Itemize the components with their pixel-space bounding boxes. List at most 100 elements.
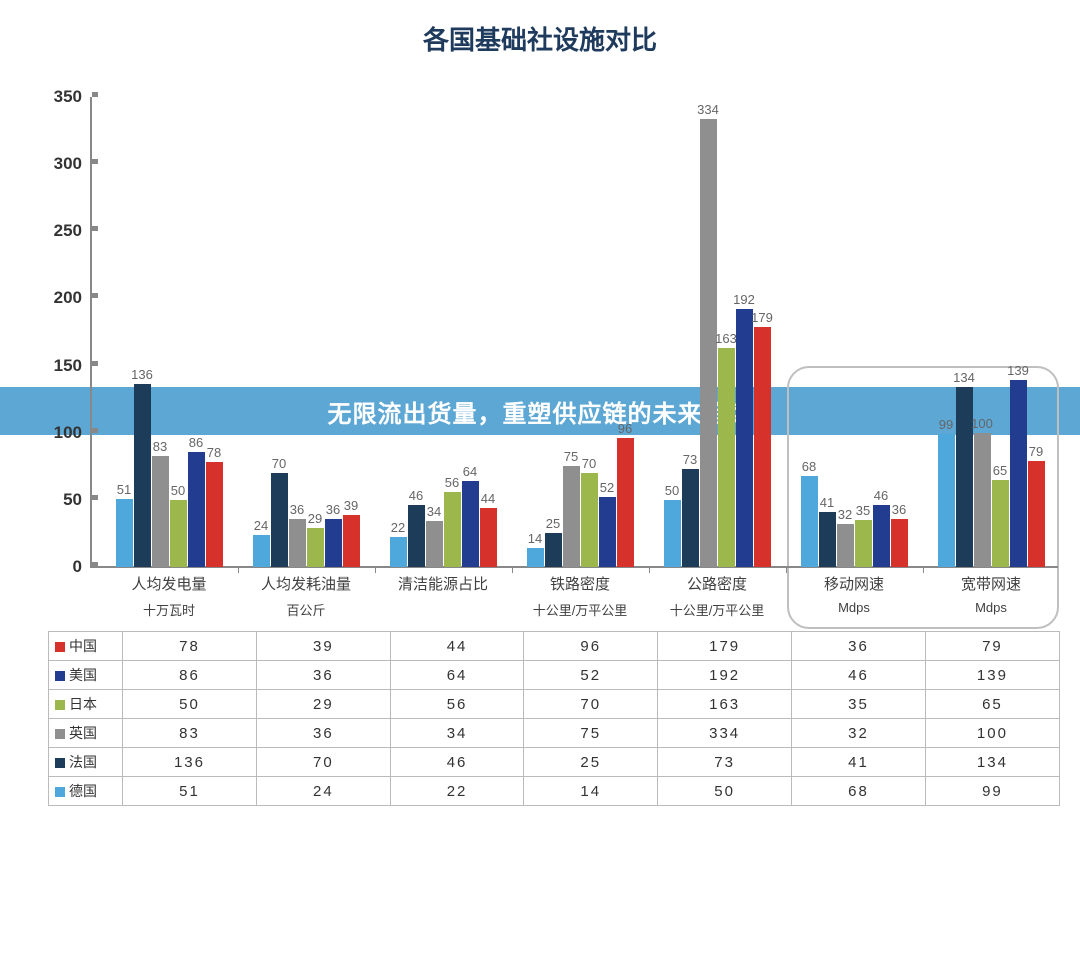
table-cell: 52 xyxy=(524,661,658,690)
bar xyxy=(170,500,187,567)
table-cell: 34 xyxy=(390,719,524,748)
table-cell: 56 xyxy=(390,690,524,719)
table-row: 德国51242214506899 xyxy=(49,777,1060,806)
table-cell: 70 xyxy=(524,690,658,719)
table-cell: 44 xyxy=(390,632,524,661)
table-cell: 64 xyxy=(390,661,524,690)
bar xyxy=(938,434,955,567)
table-cell: 51 xyxy=(122,777,256,806)
bar-value-label: 83 xyxy=(146,439,174,454)
x-category-label: 宽带网速Mdps xyxy=(922,573,1060,615)
bar xyxy=(188,452,205,567)
table-cell: 68 xyxy=(792,777,926,806)
legend-label: 美国 xyxy=(49,661,123,690)
bar xyxy=(956,387,973,567)
legend-label: 日本 xyxy=(49,690,123,719)
legend-swatch xyxy=(55,642,65,652)
table-cell: 78 xyxy=(122,632,256,661)
bar xyxy=(801,476,818,567)
y-tick-label: 150 xyxy=(54,356,82,376)
chart-area: 无限流出货量，重塑供应链的未来趋势 050100150200250300350 … xyxy=(20,97,1060,567)
table-cell: 29 xyxy=(257,690,391,719)
bar-value-label: 70 xyxy=(265,456,293,471)
y-tick-label: 300 xyxy=(54,154,82,174)
bar xyxy=(599,497,616,567)
chart-container: 各国基础社设施对比 无限流出货量，重塑供应链的未来趋势 050100150200… xyxy=(0,0,1080,816)
x-category-label: 人均发耗油量百公斤 xyxy=(237,573,375,619)
bar-value-label: 139 xyxy=(1004,363,1032,378)
table-row: 法国1367046257341134 xyxy=(49,748,1060,777)
table-cell: 36 xyxy=(257,719,391,748)
y-tick-label: 100 xyxy=(54,423,82,443)
y-tick-label: 200 xyxy=(54,288,82,308)
bar-value-label: 100 xyxy=(968,416,996,431)
legend-swatch xyxy=(55,700,65,710)
table-row: 美国8636645219246139 xyxy=(49,661,1060,690)
table-cell: 24 xyxy=(257,777,391,806)
legend-label: 英国 xyxy=(49,719,123,748)
bar xyxy=(206,462,223,567)
table-row: 英国8336347533432100 xyxy=(49,719,1060,748)
bar xyxy=(563,466,580,567)
y-tick-label: 350 xyxy=(54,87,82,107)
table-cell: 25 xyxy=(524,748,658,777)
legend-label: 德国 xyxy=(49,777,123,806)
table-cell: 136 xyxy=(122,748,256,777)
table-cell: 41 xyxy=(792,748,926,777)
table-cell: 179 xyxy=(658,632,792,661)
bar-value-label: 68 xyxy=(795,459,823,474)
table-cell: 36 xyxy=(257,661,391,690)
table-cell: 334 xyxy=(658,719,792,748)
table-cell: 139 xyxy=(925,661,1059,690)
bar xyxy=(480,508,497,567)
bar-value-label: 39 xyxy=(337,498,365,513)
bar-value-label: 334 xyxy=(694,102,722,117)
bar-value-label: 70 xyxy=(575,456,603,471)
legend-label: 法国 xyxy=(49,748,123,777)
table-cell: 14 xyxy=(524,777,658,806)
chart-title: 各国基础社设施对比 xyxy=(20,20,1060,57)
bar xyxy=(736,309,753,567)
table-cell: 36 xyxy=(792,632,926,661)
table-cell: 192 xyxy=(658,661,792,690)
y-tick-label: 0 xyxy=(73,557,82,577)
bar xyxy=(152,456,169,567)
bar xyxy=(617,438,634,567)
x-category-label: 人均发电量十万瓦时 xyxy=(100,573,238,619)
bar xyxy=(545,533,562,567)
table-cell: 96 xyxy=(524,632,658,661)
table-cell: 163 xyxy=(658,690,792,719)
table-cell: 86 xyxy=(122,661,256,690)
table-cell: 50 xyxy=(122,690,256,719)
bar xyxy=(390,537,407,567)
table-cell: 46 xyxy=(390,748,524,777)
bar-value-label: 136 xyxy=(128,367,156,382)
y-tick-label: 250 xyxy=(54,221,82,241)
table-cell: 134 xyxy=(925,748,1059,777)
bar xyxy=(754,327,771,567)
legend-swatch xyxy=(55,671,65,681)
bar-value-label: 96 xyxy=(611,421,639,436)
bar xyxy=(682,469,699,567)
table-cell: 35 xyxy=(792,690,926,719)
bar-value-label: 192 xyxy=(730,292,758,307)
bar xyxy=(664,500,681,567)
bar xyxy=(325,519,342,567)
bar xyxy=(891,519,908,567)
bar xyxy=(426,521,443,567)
bar-value-label: 64 xyxy=(456,464,484,479)
bar xyxy=(718,348,735,567)
y-axis: 050100150200250300350 xyxy=(30,97,90,567)
bar xyxy=(1028,461,1045,567)
bar-value-label: 78 xyxy=(200,445,228,460)
legend-swatch xyxy=(55,787,65,797)
bar xyxy=(837,524,854,567)
table-cell: 22 xyxy=(390,777,524,806)
bar xyxy=(974,433,991,567)
bar xyxy=(527,548,544,567)
table-cell: 70 xyxy=(257,748,391,777)
bar-value-label: 134 xyxy=(950,370,978,385)
bar xyxy=(307,528,324,567)
bar xyxy=(253,535,270,567)
table-cell: 50 xyxy=(658,777,792,806)
